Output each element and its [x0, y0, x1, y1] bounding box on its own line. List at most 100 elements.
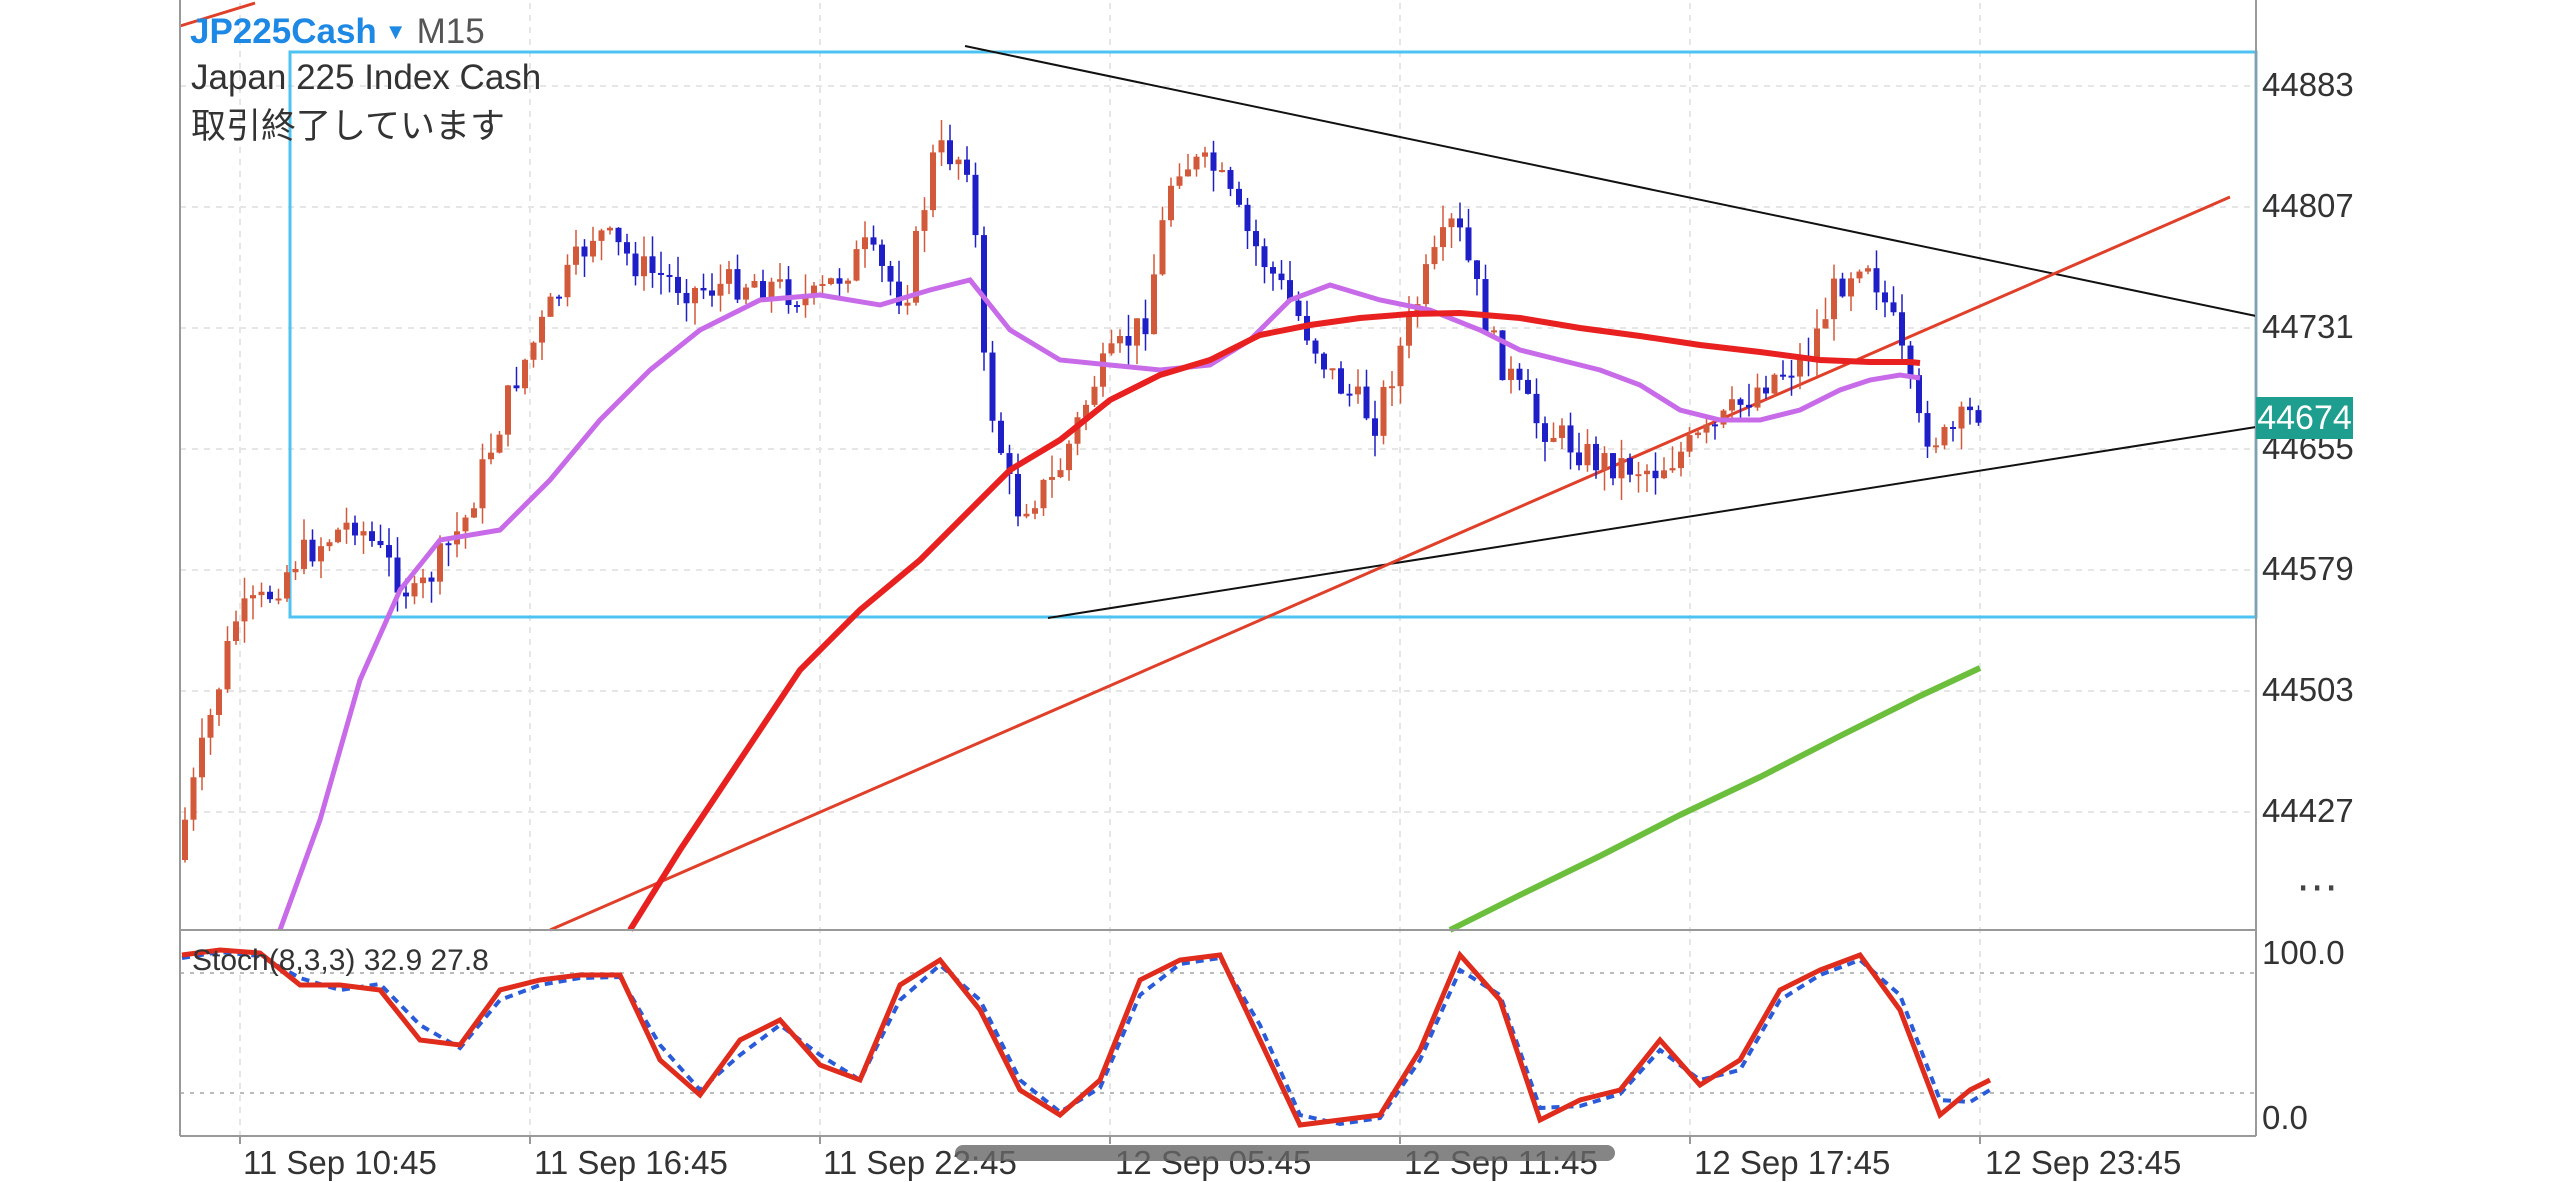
candle-body	[717, 283, 724, 296]
red-trendline-top	[179, 1, 256, 28]
candle-body	[1576, 452, 1582, 466]
lower-trendline	[1047, 426, 2257, 619]
candle-body	[1372, 418, 1378, 436]
candle-body	[1635, 474, 1642, 477]
chart-grid	[180, 3, 2256, 1136]
candle-body	[1924, 413, 1931, 447]
time-label: 11 Sep 10:45	[243, 1144, 437, 1181]
candle-body	[692, 287, 698, 304]
chart-frame	[179, 0, 2257, 1144]
candle-body	[1338, 368, 1344, 394]
candle-body	[1703, 424, 1710, 433]
candle-body	[403, 592, 409, 597]
candle-body	[258, 591, 265, 596]
candle-body	[1601, 453, 1608, 471]
candle-body	[462, 517, 469, 532]
candle-body	[1865, 268, 1871, 272]
candle-body	[1091, 386, 1098, 405]
candle-body	[301, 539, 307, 569]
candle-body	[624, 242, 630, 254]
candle-body	[811, 285, 817, 295]
trend-lines	[179, 1, 2257, 932]
candle-body	[1890, 302, 1897, 313]
upper-trendline	[964, 45, 2257, 317]
candle-body	[1355, 386, 1361, 395]
candle-body	[1831, 278, 1837, 320]
candle-body	[726, 269, 732, 284]
price-label: 44427	[2262, 792, 2354, 829]
candle-body	[1219, 170, 1225, 173]
candle-body	[1015, 473, 1021, 517]
candle-body	[836, 278, 843, 284]
candle-body	[896, 281, 902, 306]
candle-body	[1287, 280, 1293, 301]
candle-body	[275, 598, 282, 601]
candle-body	[1610, 453, 1616, 479]
candle-body	[658, 272, 664, 275]
candle-body	[1125, 336, 1132, 346]
stochastic-oscillator	[181, 947, 1992, 1128]
candle-body	[862, 237, 868, 250]
candle-body	[496, 434, 503, 453]
candle-body	[471, 508, 477, 518]
price-label: 44807	[2262, 187, 2354, 224]
candle-body	[913, 230, 919, 303]
candle-body	[1474, 260, 1480, 280]
symbol-selector[interactable]: JP225Cash ▼ M15	[190, 12, 485, 52]
candle-body	[216, 689, 222, 715]
price-label: 44731	[2262, 308, 2354, 345]
candle-body	[1516, 368, 1523, 380]
candle-body	[1057, 470, 1064, 478]
candle-body	[1763, 387, 1769, 394]
candle-body	[1652, 470, 1659, 479]
symbol-name: JP225Cash	[190, 12, 377, 51]
candle-body	[1754, 387, 1761, 408]
candle-body	[760, 281, 766, 299]
candle-body	[1916, 375, 1922, 414]
candle-body	[649, 256, 656, 273]
candle-body	[632, 253, 639, 277]
candle-body	[1482, 279, 1489, 332]
more-options-icon[interactable]: ⋯	[2296, 863, 2340, 910]
candle-body	[1049, 477, 1055, 480]
candle-body	[445, 543, 452, 546]
candle-body	[1627, 458, 1633, 475]
candle-body	[377, 540, 384, 546]
candle-body	[1066, 443, 1072, 471]
candle-body	[1440, 227, 1446, 248]
candle-body	[1346, 393, 1353, 396]
chart-scrollbar[interactable]	[955, 1145, 1615, 1161]
candle-body	[1261, 246, 1268, 268]
candle-body	[998, 420, 1004, 454]
candle-body	[785, 279, 792, 306]
candle-body	[556, 296, 562, 299]
candle-body	[343, 522, 350, 530]
candle-body	[1618, 458, 1625, 479]
candle-body	[989, 352, 996, 421]
candle-body	[224, 640, 231, 690]
candle-body	[1661, 470, 1667, 479]
candle-body	[1431, 247, 1438, 265]
candle-body	[1848, 278, 1854, 297]
candle-body	[1227, 170, 1234, 189]
candle-body	[207, 714, 214, 738]
candle-body	[1117, 336, 1123, 344]
candle-body	[802, 294, 809, 306]
candle-body	[1244, 204, 1251, 232]
candle-body	[1933, 445, 1939, 448]
candle-body	[1423, 264, 1429, 305]
candle-body	[1856, 271, 1863, 279]
candle-body	[437, 543, 443, 582]
candle-body	[768, 281, 775, 299]
candle-body	[819, 284, 826, 287]
candle-body	[1159, 220, 1166, 275]
candle-body	[904, 302, 911, 306]
candle-body	[233, 621, 239, 641]
long-ma-line	[1448, 665, 1982, 933]
candle-body	[326, 542, 333, 547]
candle-body	[1822, 319, 1829, 329]
candle-body	[1108, 343, 1115, 354]
candle-body	[1176, 176, 1183, 186]
candle-body	[853, 249, 860, 281]
